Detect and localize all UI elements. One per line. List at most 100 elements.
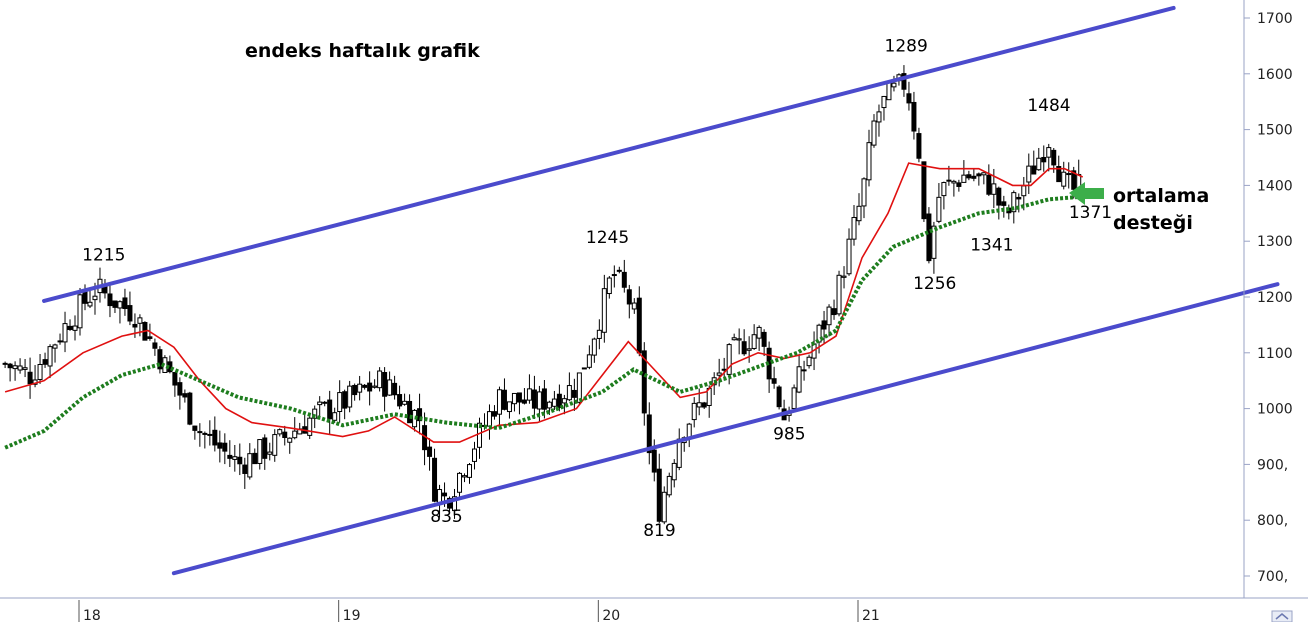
price-candle [561, 394, 567, 415]
price-candle [776, 385, 782, 410]
price-candle [871, 114, 877, 148]
series-lines [4, 162, 1084, 450]
x-tick-label: 19 [343, 608, 361, 622]
x-axis: 18 19 20 21 [0, 597, 1308, 622]
y-axis: 1700 1600 1500 1400 1300 1200 1100 1000 900, 800,… [1243, 0, 1293, 598]
price-candle [1036, 147, 1042, 171]
price-candle [192, 425, 198, 440]
price-candle [277, 428, 283, 437]
price-candle [666, 472, 672, 498]
price-candle [332, 407, 338, 423]
price-candle [427, 438, 433, 471]
price-candle [856, 193, 862, 226]
price-candle [496, 386, 502, 426]
price-candle [212, 416, 218, 452]
price-candle [52, 343, 58, 363]
price-candle [646, 402, 652, 465]
price-candle [287, 437, 293, 454]
price-candle [901, 65, 907, 97]
y-tick-label: 1200 [1257, 290, 1293, 306]
price-candle [112, 300, 118, 313]
price-candle [611, 265, 617, 288]
price-candle [571, 378, 577, 411]
price-candle [831, 299, 837, 320]
price-candle [506, 401, 512, 419]
price-candle [581, 367, 587, 370]
price-candle [971, 168, 977, 182]
y-tick-label: 1100 [1257, 346, 1293, 362]
price-candle [526, 374, 532, 404]
price-candle [317, 396, 323, 420]
price-candle [47, 344, 53, 379]
price-candle [746, 336, 752, 363]
price-candle [242, 457, 248, 489]
price-candle [826, 304, 832, 337]
price-candle [417, 393, 423, 435]
price-candle [836, 270, 842, 317]
price-candle [691, 397, 697, 428]
price-candle [237, 443, 243, 476]
price-annotation: 1341 [970, 236, 1013, 256]
price-candle [172, 372, 178, 397]
corner-icon[interactable] [1271, 610, 1293, 622]
price-annotation: 1484 [1027, 96, 1070, 116]
price-candle [397, 385, 403, 410]
price-candle [476, 417, 482, 459]
x-tick-label: 21 [862, 608, 880, 622]
price-candle [432, 448, 438, 503]
price-candle [586, 345, 592, 370]
price-candle [771, 366, 777, 389]
price-candle [72, 315, 78, 341]
price-candle [516, 392, 522, 415]
price-candle [352, 383, 358, 401]
price-candle [676, 428, 682, 471]
price-candle [521, 388, 527, 405]
y-tick-label: 1600 [1257, 67, 1293, 83]
price-candle [796, 353, 802, 394]
price-candle [1001, 195, 1007, 218]
price-candle [846, 228, 852, 276]
price-candle [1041, 145, 1047, 172]
price-candle [167, 355, 173, 374]
price-annotation: 1215 [82, 246, 125, 266]
price-candle [117, 300, 123, 324]
price-candle [761, 329, 767, 357]
price-candle [621, 259, 627, 293]
price-candle [152, 338, 158, 356]
price-candle [821, 310, 827, 345]
price-candle [736, 328, 742, 355]
price-candle [1046, 143, 1052, 172]
price-candle [911, 91, 917, 140]
price-candle [357, 375, 363, 401]
price-annotation: 985 [773, 424, 805, 444]
price-candle [347, 380, 353, 413]
price-candle [177, 377, 183, 410]
price-candle [37, 353, 43, 384]
price-candle [556, 384, 562, 412]
price-candle [262, 434, 268, 470]
price-candle [791, 384, 797, 411]
price-candle [731, 333, 737, 341]
price-candle [1026, 153, 1032, 194]
price-candle [367, 371, 373, 406]
price-candle [631, 298, 637, 314]
y-tick-label: 900, [1257, 457, 1288, 473]
price-annotation: 1289 [885, 36, 928, 56]
price-candle [57, 333, 63, 345]
price-candle [7, 362, 13, 382]
price-candle [986, 164, 992, 197]
price-candle [801, 360, 807, 381]
callout-line-2: desteği [1113, 212, 1193, 234]
price-candle [541, 379, 547, 419]
price-candle [382, 367, 388, 412]
price-candle [976, 172, 982, 186]
price-candle [566, 372, 572, 402]
price-candle [756, 325, 762, 351]
price-candle [686, 422, 692, 448]
price-annotations: 1215 1245 1289 1484 835 819 985 1256 1341 1371 [82, 36, 1112, 540]
price-candle [486, 404, 492, 440]
price-candle [961, 160, 967, 183]
price-candle [182, 389, 188, 403]
price-candle [222, 433, 228, 465]
